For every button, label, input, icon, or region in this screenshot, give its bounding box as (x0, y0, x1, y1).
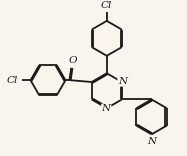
Text: Cl: Cl (7, 76, 18, 85)
Text: N: N (118, 77, 127, 86)
Text: N: N (102, 104, 111, 113)
Text: Cl: Cl (101, 0, 112, 10)
Text: N: N (147, 137, 156, 146)
Text: O: O (69, 56, 78, 65)
